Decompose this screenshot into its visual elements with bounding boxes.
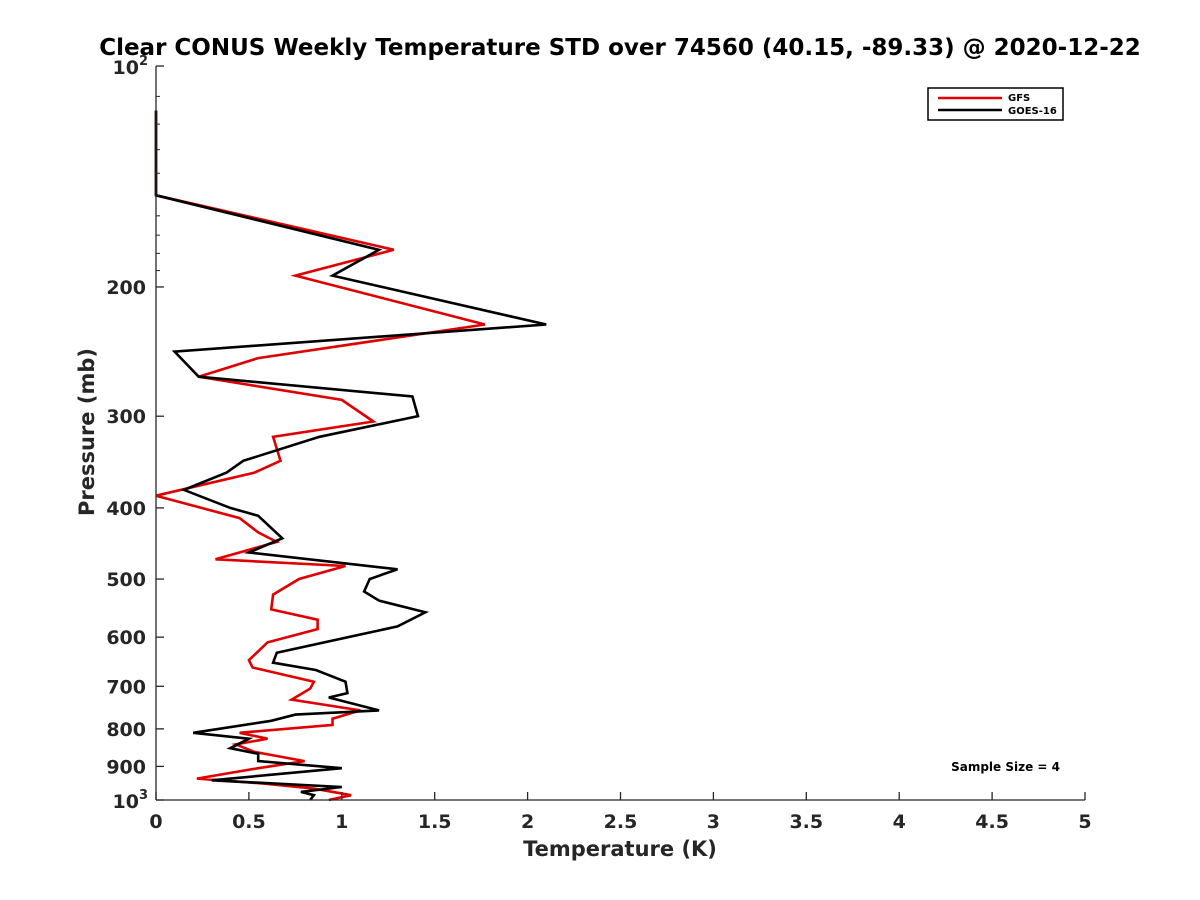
- y-tick-label: 500: [106, 569, 146, 591]
- y-tick-label: 800: [106, 719, 146, 741]
- y-tick-label: 600: [106, 627, 146, 649]
- axes-layer: 0 0.5 1 1.5 2 2.5 3 3.5 4 4.5 5 102 200 300 400 500 600 7…: [106, 54, 1091, 833]
- y-tick-label: 400: [106, 498, 146, 520]
- x-tick-label: 2: [521, 811, 534, 833]
- legend: GFS GOES-16: [927, 87, 1064, 121]
- x-tick-label: 2.5: [604, 811, 638, 833]
- x-tick-label: 0.5: [232, 811, 266, 833]
- x-tick-label: 3.5: [789, 811, 823, 833]
- chart-title: Clear CONUS Weekly Temperature STD over …: [99, 35, 1141, 61]
- x-tick-label: 4: [893, 811, 906, 833]
- y-tick-label: 300: [106, 406, 146, 428]
- x-tick-label: 1: [335, 811, 348, 833]
- sample-size-annotation: Sample Size = 4: [951, 760, 1060, 774]
- series-layer: [154, 110, 547, 802]
- legend-label-gfs: GFS: [1008, 93, 1030, 104]
- x-tick-label: 1.5: [418, 811, 452, 833]
- x-tick-label: 4.5: [975, 811, 1009, 833]
- y-tick-label: 102: [113, 54, 149, 79]
- x-tick-label: 5: [1078, 811, 1091, 833]
- y-tick-label: 900: [106, 756, 146, 778]
- x-tick-label: 0: [149, 811, 162, 833]
- legend-label-goes16: GOES-16: [1008, 106, 1057, 117]
- x-axis-label: Temperature (K): [523, 837, 717, 861]
- y-tick-label: 700: [106, 676, 146, 698]
- legend-box: [927, 87, 1064, 121]
- x-tick-label: 3: [707, 811, 720, 833]
- y-tick-label: 103: [113, 788, 149, 813]
- series-line-goes16: [154, 110, 547, 801]
- y-axis-label: Pressure (mb): [75, 348, 99, 516]
- y-tick-label: 200: [106, 277, 146, 299]
